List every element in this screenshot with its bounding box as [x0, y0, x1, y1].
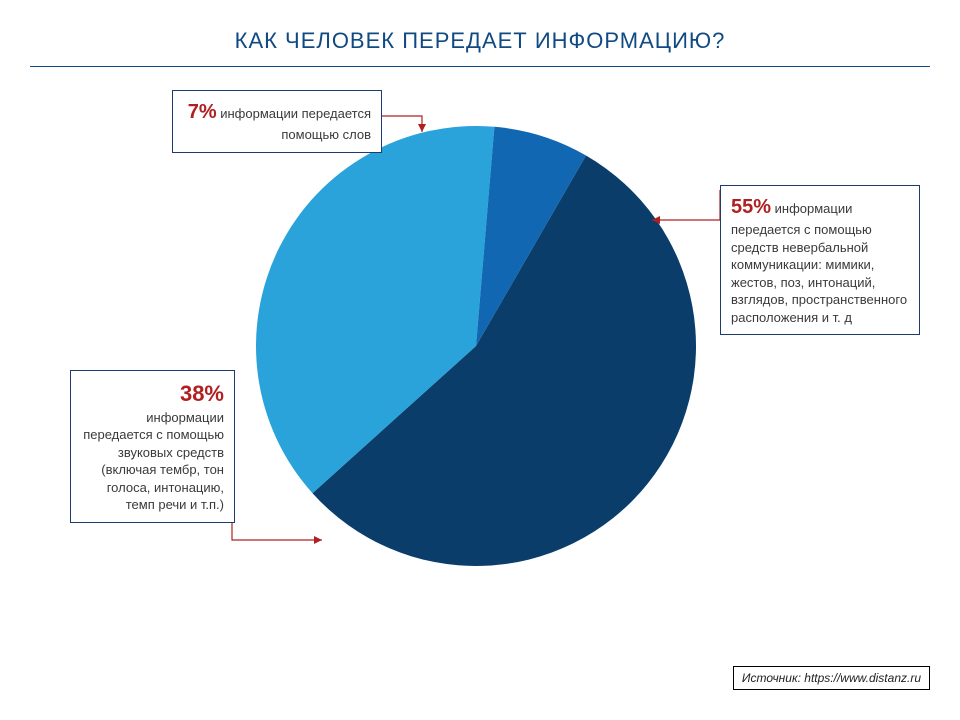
title-divider — [30, 66, 930, 67]
callout-vocal-text: информации передается с помощью звуковых… — [83, 410, 224, 513]
callout-nonverbal-percent: 55% — [731, 196, 771, 218]
callout-nonverbal: 55% информации передается с помощью сред… — [720, 185, 920, 335]
callout-words-text: информации передается помощью слов — [217, 106, 371, 142]
source-citation: Источник: https://www.distanz.ru — [733, 666, 930, 690]
callout-words: 7% информации передается помощью слов — [172, 90, 382, 153]
callout-vocal-percent: 38% — [81, 379, 224, 409]
chart-title: КАК ЧЕЛОВЕК ПЕРЕДАЕТ ИНФОРМАЦИЮ? — [0, 28, 960, 54]
callout-words-percent: 7% — [188, 101, 217, 123]
callout-vocal: 38% информации передается с помощью звук… — [70, 370, 235, 523]
callout-nonverbal-text: информации передается с помощью средств … — [731, 201, 907, 325]
pie-chart — [256, 126, 696, 566]
